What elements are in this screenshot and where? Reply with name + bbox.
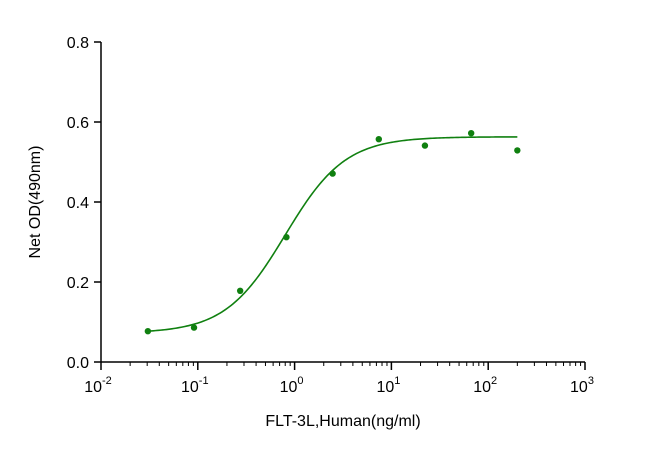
x-tick-label-base: 10 [181,379,199,396]
x-tick-label-exponent: 2 [491,375,497,387]
y-ticks: 0.0 0.2 0.4 0.6 0.8 [67,35,101,372]
fit-curve [147,136,518,332]
x-tick-label-exponent: -1 [199,375,209,387]
data-point [329,170,336,177]
y-tick-label: 0.4 [67,195,89,212]
data-point [375,136,382,143]
x-tick-label-exponent: 0 [297,375,303,387]
data-point [144,328,152,335]
y-tick-label: 0.0 [67,355,89,372]
x-tick-label-exponent: -2 [102,375,112,387]
data-point [514,147,521,154]
x-tick-label: 101 [376,375,400,396]
x-tick-label: 103 [570,375,594,396]
x-tick-label: 10-1 [181,375,209,396]
fit-curve-group [147,136,518,332]
x-tick-label-exponent: 3 [588,375,594,387]
y-tick-label: 0.8 [67,35,89,52]
data-point [283,234,290,241]
axes [100,42,585,363]
x-ticks: 10-2 10-1 100 101 102 103 [84,362,594,396]
x-tick-label-base: 10 [280,379,298,396]
x-tick-label-base: 10 [473,379,491,396]
y-axis-title: Net OD(490nm) [27,146,44,259]
x-tick-label-base: 10 [376,379,394,396]
x-tick-label: 100 [280,375,304,396]
x-tick-label: 102 [473,375,497,396]
x-tick-label: 10-2 [84,375,112,396]
data-point [421,142,429,149]
x-tick-label-base: 10 [570,379,588,396]
data-point [467,130,475,137]
y-tick-label: 0.2 [67,275,89,292]
x-axis-title: FLT-3L,Human(ng/ml) [265,413,420,430]
y-tick-label: 0.6 [67,115,89,132]
x-tick-label-exponent: 1 [394,375,400,387]
data-points-group [144,130,521,335]
data-point [190,324,198,331]
x-tick-label-base: 10 [84,379,102,396]
data-point [236,287,244,294]
